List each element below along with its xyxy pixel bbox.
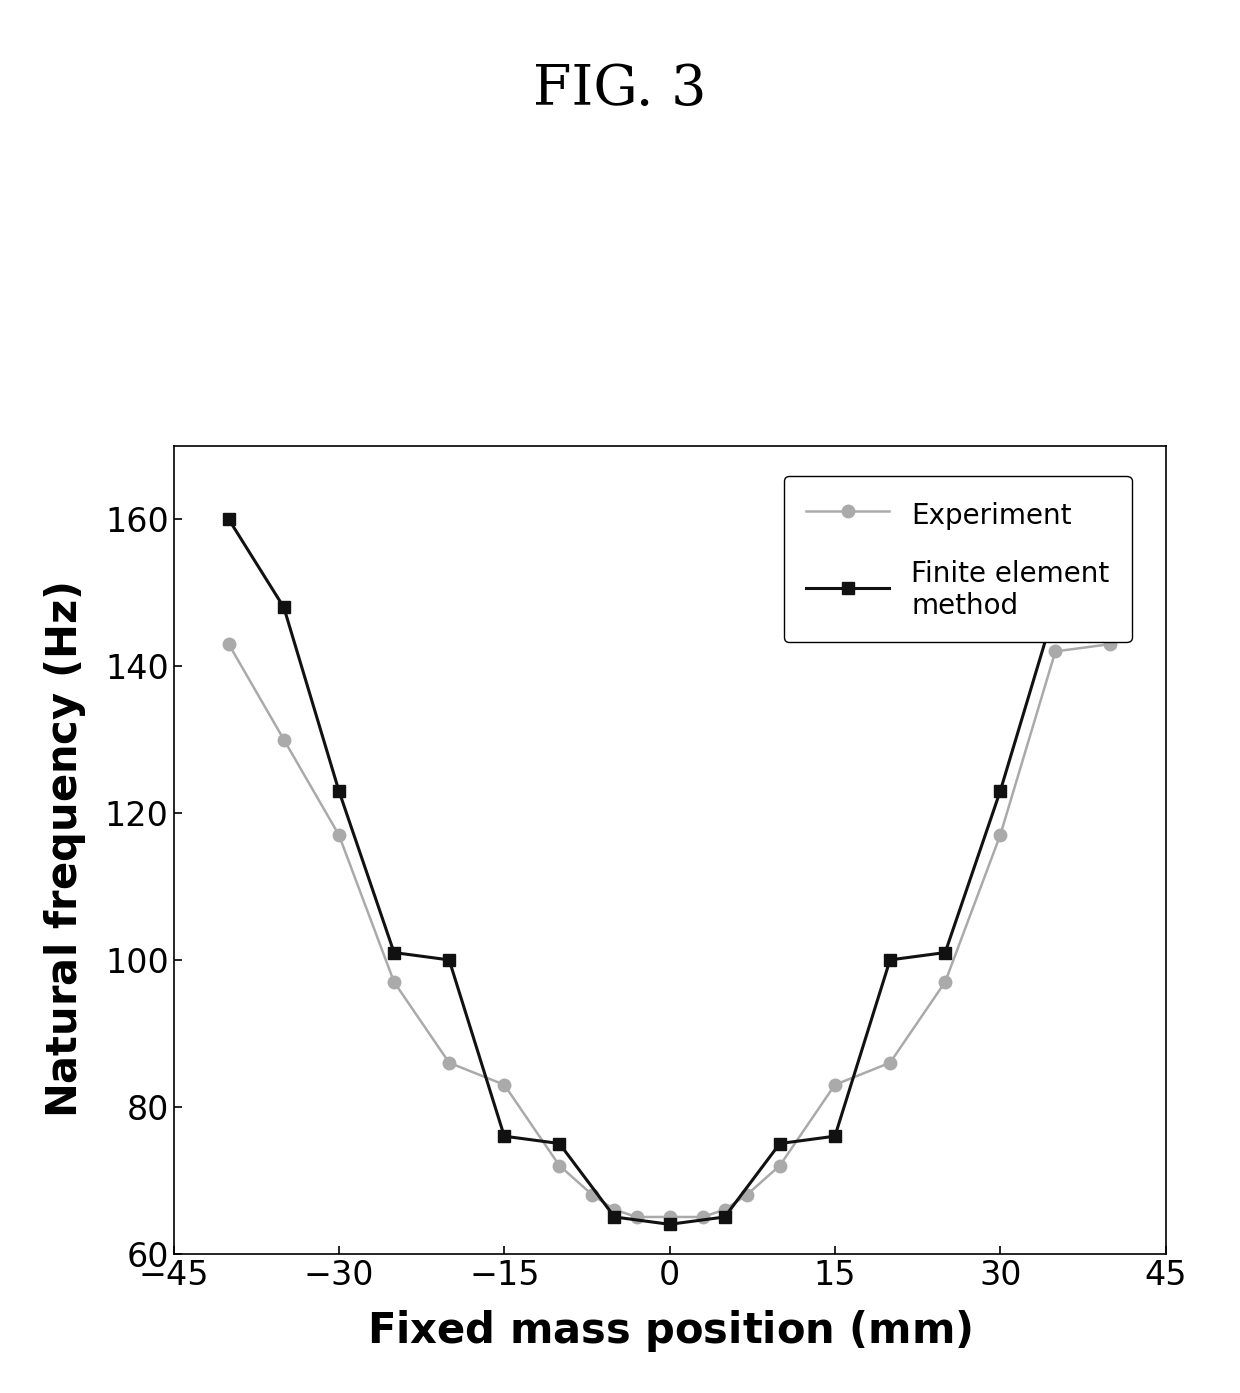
Finite element
method [387,944,402,961]
Finite element
method [441,951,456,968]
Finite element
method [608,1209,622,1226]
Finite element
method [773,1135,787,1152]
Finite element
method [1104,511,1118,528]
Finite element
method [827,1128,842,1145]
Experiment [773,1158,787,1174]
Experiment [552,1158,567,1174]
Experiment [937,974,952,990]
Line: Experiment: Experiment [222,638,1117,1223]
Text: FIG. 3: FIG. 3 [533,63,707,117]
Finite element
method [277,599,291,616]
Finite element
method [221,511,236,528]
Experiment [1104,635,1118,652]
Experiment [221,635,236,652]
Finite element
method [497,1128,512,1145]
Finite element
method [1048,599,1063,616]
Finite element
method [331,783,346,800]
Experiment [277,731,291,748]
Experiment [387,974,402,990]
Experiment [585,1187,600,1204]
Experiment [696,1209,711,1226]
Experiment [662,1209,677,1226]
Experiment [441,1055,456,1071]
Y-axis label: Natural frequency ($\mathbf{Hz}$): Natural frequency ($\mathbf{Hz}$) [42,582,88,1117]
Finite element
method [717,1209,732,1226]
Experiment [739,1187,754,1204]
Experiment [497,1077,512,1094]
X-axis label: Fixed mass position ($\mathbf{mm}$): Fixed mass position ($\mathbf{mm}$) [367,1308,972,1354]
Experiment [629,1209,644,1226]
Finite element
method [662,1216,677,1233]
Experiment [608,1201,622,1217]
Legend: Experiment, Finite element
method: Experiment, Finite element method [784,476,1132,642]
Experiment [717,1201,732,1217]
Experiment [331,826,346,843]
Line: Finite element
method: Finite element method [222,513,1117,1230]
Experiment [993,826,1008,843]
Finite element
method [552,1135,567,1152]
Experiment [1048,644,1063,660]
Experiment [883,1055,898,1071]
Finite element
method [993,783,1008,800]
Finite element
method [883,951,898,968]
Experiment [827,1077,842,1094]
Finite element
method [937,944,952,961]
